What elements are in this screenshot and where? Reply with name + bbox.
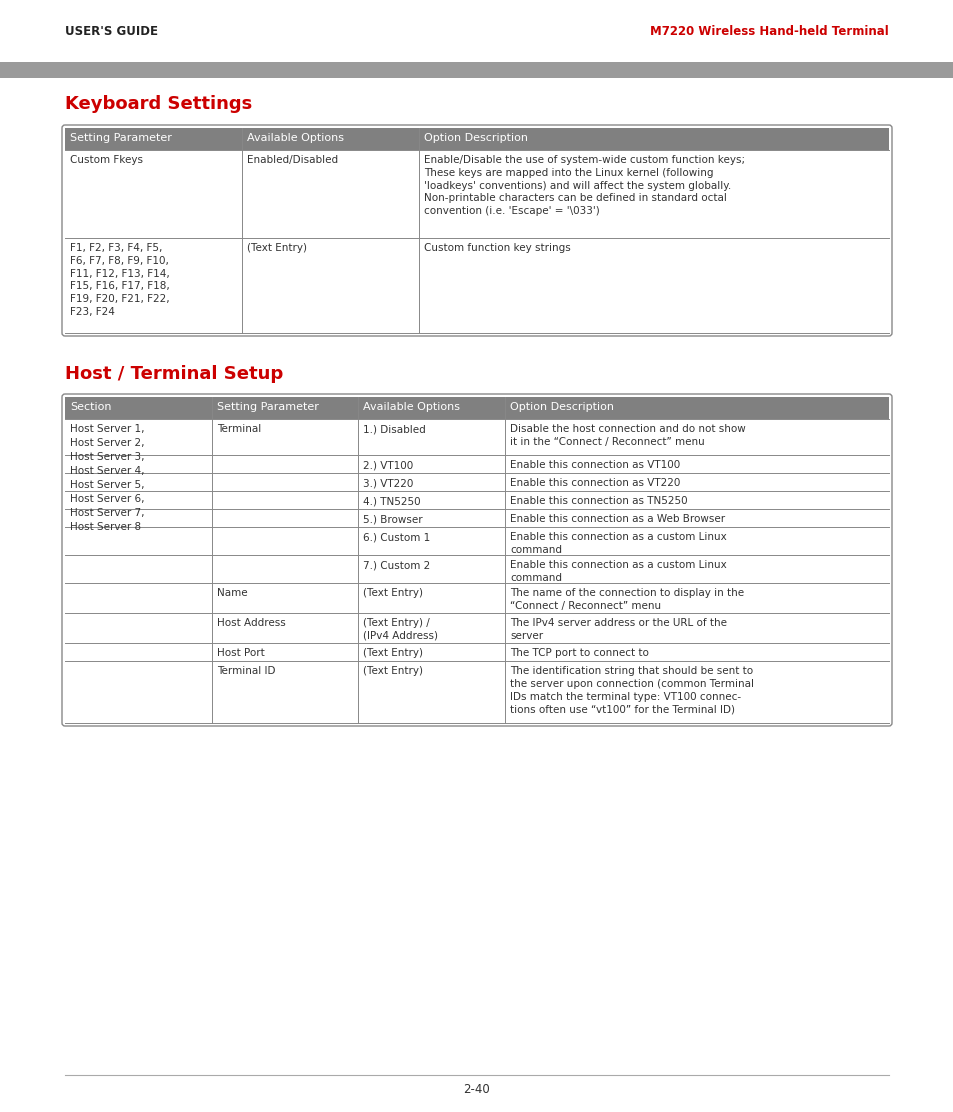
Bar [65,643,888,661]
Text: Enable this connection as a custom Linux
command: Enable this connection as a custom Linux… [510,560,726,583]
Bar [65,419,888,455]
Text: Available Options: Available Options [247,133,344,143]
Text: Name: Name [216,588,247,598]
Bar [65,150,888,238]
Bar [0,62,953,78]
Text: Custom function key strings: Custom function key strings [424,244,571,254]
Bar [65,555,888,583]
Text: (Text Entry): (Text Entry) [247,244,307,254]
Text: USER'S GUIDE: USER'S GUIDE [65,24,158,38]
Text: Terminal: Terminal [216,424,261,434]
Text: 3.) VT220: 3.) VT220 [363,478,414,488]
Text: Section: Section [70,403,112,413]
Text: Enable/Disable the use of system-wide custom function keys;
These keys are mappe: Enable/Disable the use of system-wide cu… [424,155,744,216]
Bar [65,661,888,723]
Text: 7.) Custom 2: 7.) Custom 2 [363,560,430,570]
Text: The name of the connection to display in the
“Connect / Reconnect” menu: The name of the connection to display in… [510,588,743,610]
Text: 6.) Custom 1: 6.) Custom 1 [363,532,430,542]
Text: Keyboard Settings: Keyboard Settings [65,95,252,113]
Text: Setting Parameter: Setting Parameter [216,403,318,413]
Text: Enable this connection as VT100: Enable this connection as VT100 [510,460,679,470]
Text: M7220 Wireless Hand-held Terminal: M7220 Wireless Hand-held Terminal [650,24,888,38]
Text: The identification string that should be sent to
the server upon connection (com: The identification string that should be… [510,666,753,714]
Text: 2-40: 2-40 [463,1083,490,1096]
Bar [65,397,888,419]
Text: Option Description: Option Description [424,133,528,143]
Text: Enable this connection as TN5250: Enable this connection as TN5250 [510,496,687,506]
Text: Enable this connection as VT220: Enable this connection as VT220 [510,478,679,488]
Text: Terminal ID: Terminal ID [216,666,274,676]
Bar [65,583,888,613]
Text: Host / Terminal Setup: Host / Terminal Setup [65,365,283,383]
Text: Enable this connection as a custom Linux
command: Enable this connection as a custom Linux… [510,532,726,555]
Bar [65,492,888,509]
Text: Enabled/Disabled: Enabled/Disabled [247,155,338,165]
Text: F1, F2, F3, F4, F5,
F6, F7, F8, F9, F10,
F11, F12, F13, F14,
F15, F16, F17, F18,: F1, F2, F3, F4, F5, F6, F7, F8, F9, F10,… [70,244,170,317]
Bar [65,613,888,643]
Bar [65,455,888,473]
Text: Custom Fkeys: Custom Fkeys [70,155,143,165]
Bar [65,128,888,150]
Text: 2.) VT100: 2.) VT100 [363,460,414,470]
Text: 4.) TN5250: 4.) TN5250 [363,496,420,506]
Text: Host Port: Host Port [216,648,264,658]
Text: Host Address: Host Address [216,618,285,628]
Text: (Text Entry): (Text Entry) [363,588,423,598]
Text: Option Description: Option Description [510,403,614,413]
Text: (Text Entry): (Text Entry) [363,648,423,658]
Bar [65,238,888,332]
Text: The TCP port to connect to: The TCP port to connect to [510,648,648,658]
Text: (Text Entry): (Text Entry) [363,666,423,676]
Bar [65,527,888,555]
Text: (Text Entry) /
(IPv4 Address): (Text Entry) / (IPv4 Address) [363,618,437,641]
Text: 5.) Browser: 5.) Browser [363,514,422,524]
Text: The IPv4 server address or the URL of the
server: The IPv4 server address or the URL of th… [510,618,726,641]
Text: Host Server 1,
Host Server 2,
Host Server 3,
Host Server 4,
Host Server 5,
Host : Host Server 1, Host Server 2, Host Serve… [70,424,144,532]
Text: Disable the host connection and do not show
it in the “Connect / Reconnect” menu: Disable the host connection and do not s… [510,424,745,447]
Text: Enable this connection as a Web Browser: Enable this connection as a Web Browser [510,514,724,524]
Bar [65,473,888,492]
Bar [65,509,888,527]
Text: Available Options: Available Options [363,403,460,413]
Text: 1.) Disabled: 1.) Disabled [363,424,426,434]
Text: Setting Parameter: Setting Parameter [70,133,172,143]
